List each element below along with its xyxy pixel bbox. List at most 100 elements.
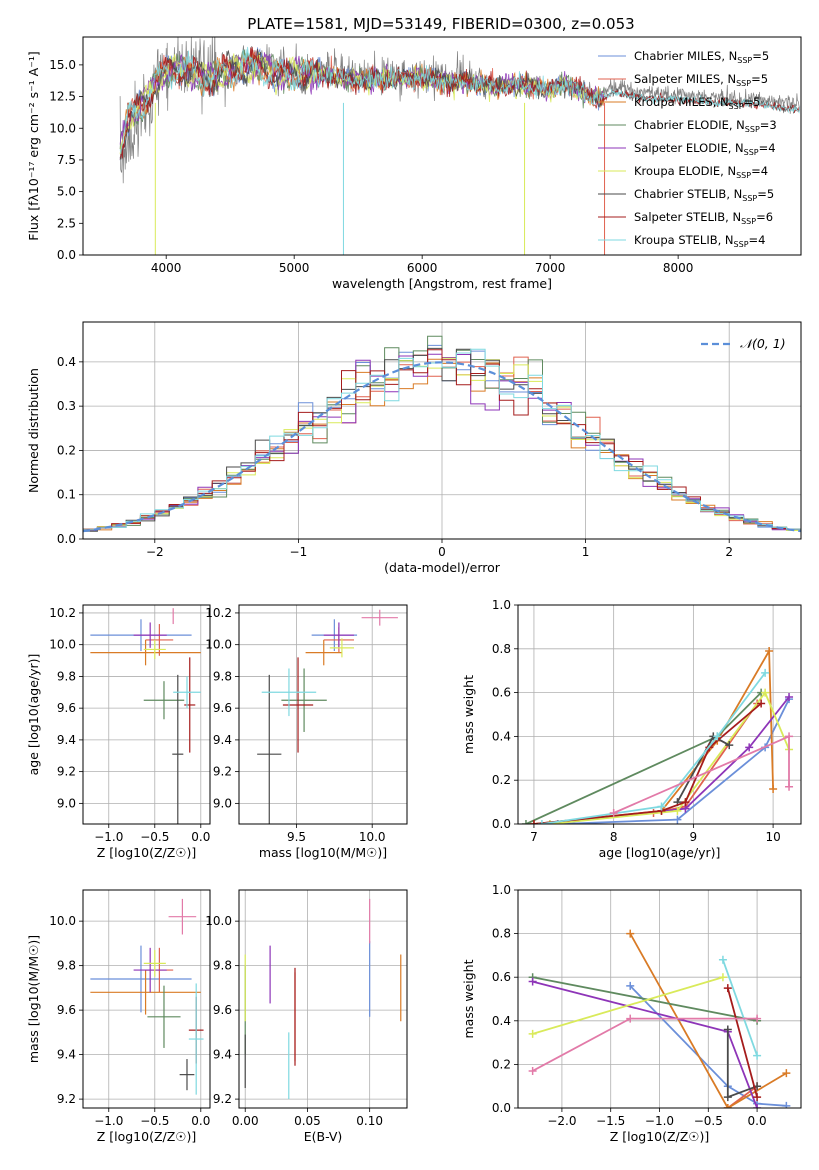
- massweight_vs_age-plot-area: [521, 646, 794, 824]
- y-tick-label: 9.6: [57, 1003, 76, 1017]
- weight-line: [629, 933, 787, 1108]
- x-tick-label: 10: [765, 830, 780, 844]
- weight-line: [549, 690, 790, 824]
- model-spectrum-line: [119, 46, 801, 159]
- weight-series: [626, 929, 791, 1108]
- mass_vs_ebv-axes: 0.00 0.05 0.10 9.2 9.4 9.6 9.8 10.0 E(B-V): [205, 890, 407, 1144]
- weight-series: [529, 646, 778, 824]
- y-tick-label: 9.8: [213, 669, 232, 683]
- x-tick-label: −0.5: [140, 830, 169, 844]
- x-tick-label: 0: [438, 545, 446, 559]
- weight-line: [557, 698, 790, 824]
- weight-marker: [626, 1014, 635, 1023]
- y-tick-label: 9.4: [57, 733, 76, 747]
- weight-marker: [723, 984, 732, 993]
- weight-series: [723, 1025, 762, 1102]
- weight-marker: [545, 820, 554, 824]
- legend-label: Salpeter MILES, NSSP=5: [634, 72, 768, 88]
- weight-marker: [521, 820, 530, 824]
- age_vs_Z-frame: [82, 604, 211, 825]
- y-tick-label: 0.2: [57, 443, 76, 457]
- weight-series: [718, 955, 762, 1060]
- mass_vs_Z-frame: [82, 889, 211, 1109]
- weight-marker: [673, 806, 682, 815]
- x-tick-label: −2: [146, 545, 164, 559]
- mass_vs_ebv-frame: [238, 889, 408, 1109]
- residuals-plot-area: [83, 335, 801, 533]
- weight-marker: [785, 692, 794, 701]
- y-tick-label: 1.0: [492, 883, 511, 897]
- weight-marker: [765, 646, 774, 655]
- error-point: [329, 638, 355, 658]
- x-axis-label: mass [log10(M/M☉)]: [259, 845, 387, 860]
- weight-marker: [537, 820, 546, 824]
- x-tick-label: 6000: [407, 261, 438, 275]
- legend-label: Chabrier STELIB, NSSP=5: [634, 187, 774, 203]
- error-point: [323, 622, 355, 648]
- error-point: [281, 668, 327, 732]
- x-axis-label: wavelength [Angstrom, rest frame]: [332, 276, 552, 291]
- weight-line: [532, 1017, 758, 1072]
- weight-marker: [753, 1093, 762, 1102]
- weight-marker: [626, 929, 635, 938]
- legend-label: Salpeter ELODIE, NSSP=4: [634, 141, 776, 157]
- error-point: [90, 945, 192, 1013]
- spectrum-plot-area: [119, 37, 801, 255]
- x-tick-label: 4000: [151, 261, 182, 275]
- age_vs_Z-plot-area: [90, 608, 201, 824]
- weight-marker: [718, 973, 727, 982]
- x-tick-label: 0.0: [191, 1114, 210, 1128]
- y-tick-label: 10.0: [205, 914, 232, 928]
- weight-marker: [761, 668, 770, 677]
- massweight_vs_Z-plot-area: [528, 929, 791, 1108]
- x-tick-label: −1.0: [94, 830, 123, 844]
- weight-marker: [782, 1069, 791, 1078]
- y-tick-label: 0.1: [57, 488, 76, 502]
- x-tick-label: 9.5: [287, 830, 306, 844]
- error-point: [282, 657, 314, 753]
- weight-line: [722, 959, 758, 1057]
- error-point: [147, 985, 181, 1048]
- weight-line: [726, 987, 758, 1098]
- x-tick-label: 7: [530, 830, 538, 844]
- mass_vs_ebv-plot-area: [244, 898, 402, 1100]
- error-point: [143, 639, 166, 659]
- x-tick-label: 2: [725, 545, 733, 559]
- y-tick-label: 0.8: [492, 642, 511, 656]
- error-point: [305, 639, 342, 666]
- y-tick-label: 10.0: [49, 638, 76, 652]
- weight-series: [723, 984, 762, 1102]
- x-tick-label: 0.0: [748, 1114, 767, 1128]
- massweight_vs_Z-frame: [517, 889, 802, 1109]
- weight-line: [613, 735, 790, 814]
- weight-series: [528, 973, 727, 1038]
- y-tick-label: 9.2: [213, 765, 232, 779]
- error-point: [168, 898, 197, 935]
- weight-line: [541, 672, 766, 824]
- weight-marker: [681, 798, 690, 807]
- y-tick-label: 10.2: [49, 606, 76, 620]
- weight-marker: [782, 1101, 791, 1108]
- weight-marker: [725, 741, 734, 750]
- legend-label: Kroupa ELODIE, NSSP=4: [634, 164, 768, 180]
- weight-line: [549, 696, 790, 824]
- y-tick-label: 12.5: [49, 90, 76, 104]
- weight-marker: [757, 699, 766, 708]
- y-tick-label: 0.2: [492, 773, 511, 787]
- y-axis-label: mass weight: [461, 675, 476, 754]
- massweight_vs_age-axes: 7 8 9 10 0.0 0.2 0.4 0.6 0.8 1.0 age [log10(age/yr…: [461, 598, 801, 860]
- weight-marker: [723, 1093, 732, 1102]
- y-tick-label: 0.8: [492, 927, 511, 941]
- x-tick-label: −1: [290, 545, 308, 559]
- weight-marker: [745, 743, 754, 752]
- x-tick-label: 8: [610, 830, 618, 844]
- error-point: [361, 609, 398, 626]
- x-tick-label: −0.5: [140, 1114, 169, 1128]
- weight-marker: [528, 977, 537, 986]
- weight-series: [528, 1014, 762, 1075]
- age_vs_Z-axes: −1.0 −0.5 0.0 9.0 9.2 9.4 9.6 9.8 10.0 10.2 Z [log…: [26, 605, 210, 860]
- y-tick-label: 9.4: [57, 1048, 76, 1062]
- y-tick-label: 10.0: [49, 121, 76, 135]
- y-tick-label: 0.0: [492, 1101, 511, 1115]
- y-tick-label: 9.2: [213, 1092, 232, 1106]
